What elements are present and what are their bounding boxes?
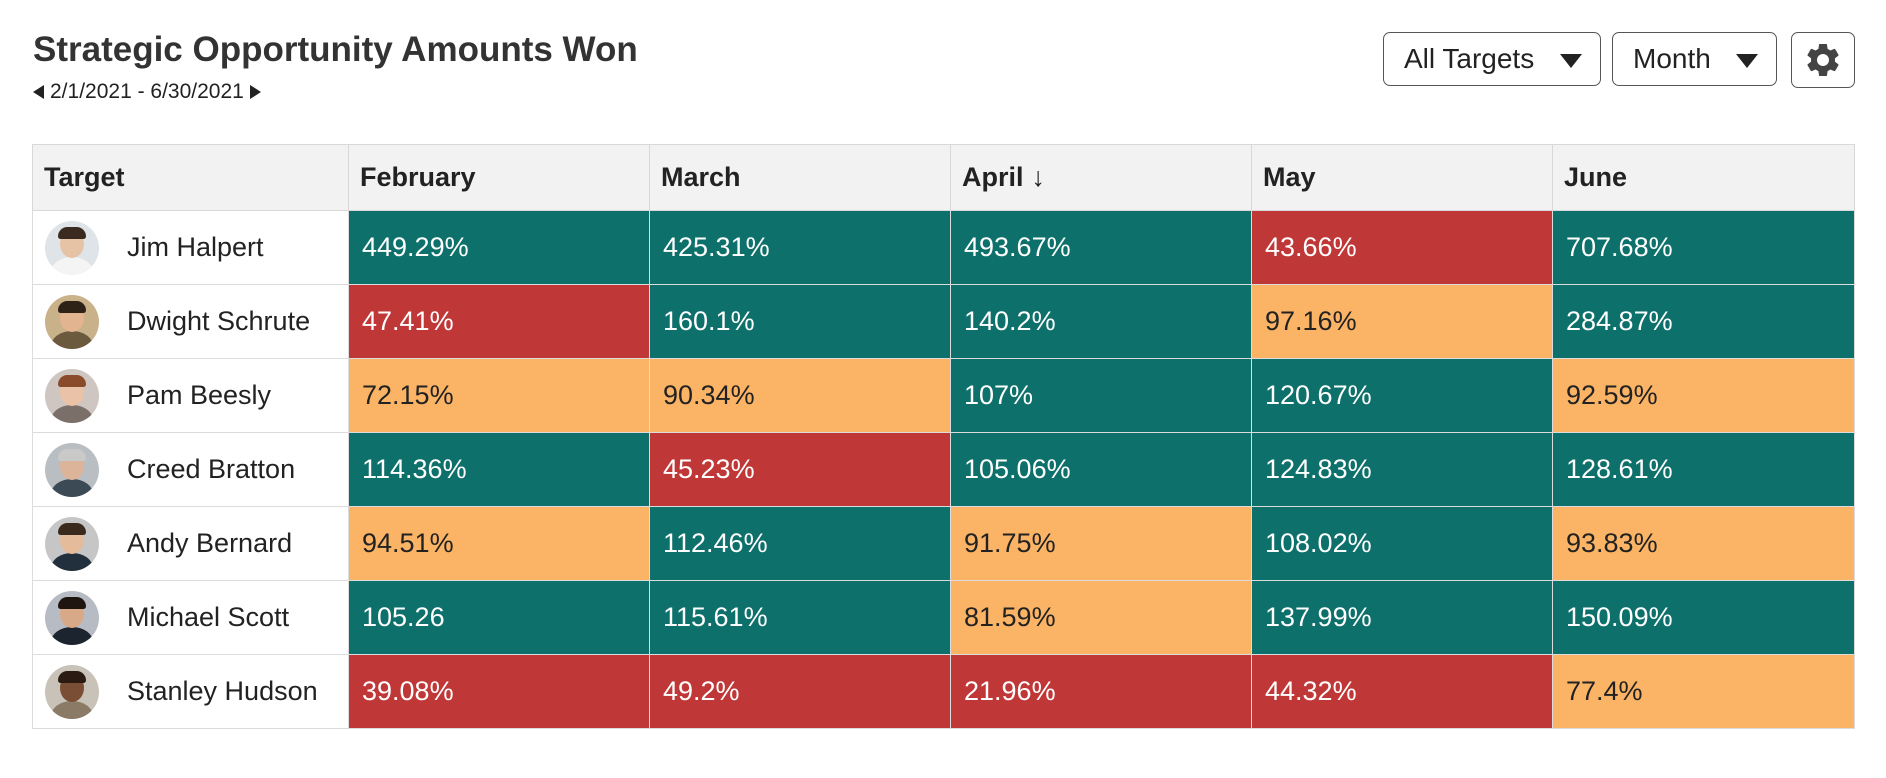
- value-cell[interactable]: 93.83%: [1552, 506, 1855, 581]
- value-cell[interactable]: 425.31%: [649, 210, 951, 285]
- table-row[interactable]: Pam Beesly 72.15% 90.34% 107% 120.67% 92.59%: [32, 358, 1855, 433]
- column-header-june[interactable]: June: [1552, 144, 1855, 211]
- target-name-cell[interactable]: Stanley Hudson: [32, 654, 349, 729]
- target-name-cell[interactable]: Dwight Schrute: [32, 284, 349, 359]
- targets-dropdown-label: All Targets: [1404, 43, 1535, 74]
- value-cell[interactable]: 39.08%: [348, 654, 650, 729]
- table-row[interactable]: Dwight Schrute 47.41% 160.1% 140.2% 97.16% 28…: [32, 284, 1855, 359]
- value-cell[interactable]: 493.67%: [950, 210, 1252, 285]
- value-cell[interactable]: 49.2%: [649, 654, 951, 729]
- value-cell[interactable]: 77.4%: [1552, 654, 1855, 729]
- target-name: Pam Beesly: [127, 380, 272, 410]
- target-name-cell[interactable]: Pam Beesly: [32, 358, 349, 433]
- settings-button[interactable]: [1791, 32, 1855, 88]
- column-header-february[interactable]: February: [348, 144, 650, 211]
- date-range-navigator: 2/1/2021 - 6/30/2021: [33, 77, 261, 107]
- value-cell[interactable]: 137.99%: [1251, 580, 1553, 655]
- value-cell[interactable]: 91.75%: [950, 506, 1252, 581]
- value-cell[interactable]: 94.51%: [348, 506, 650, 581]
- value-cell[interactable]: 140.2%: [950, 284, 1252, 359]
- target-name: Creed Bratton: [127, 454, 296, 484]
- gear-icon: [1807, 43, 1839, 76]
- avatar: [45, 590, 99, 645]
- column-header-may[interactable]: May: [1251, 144, 1553, 211]
- value-cell[interactable]: 114.36%: [348, 432, 650, 507]
- value-cell[interactable]: 112.46%: [649, 506, 951, 581]
- value-cell[interactable]: 92.59%: [1552, 358, 1855, 433]
- target-name: Dwight Schrute: [127, 306, 311, 336]
- targets-table: Target February March April ↓ May June Ji…: [32, 144, 1855, 729]
- value-cell[interactable]: 81.59%: [950, 580, 1252, 655]
- column-header-april[interactable]: April ↓: [950, 144, 1252, 211]
- target-name: Stanley Hudson: [127, 676, 318, 706]
- value-cell[interactable]: 284.87%: [1552, 284, 1855, 359]
- table-header-row: Target February March April ↓ May June: [32, 144, 1855, 211]
- value-cell[interactable]: 105.06%: [950, 432, 1252, 507]
- value-cell[interactable]: 160.1%: [649, 284, 951, 359]
- value-cell[interactable]: 43.66%: [1251, 210, 1553, 285]
- value-cell[interactable]: 108.02%: [1251, 506, 1553, 581]
- avatar: [45, 442, 99, 497]
- previous-period-arrow-icon[interactable]: [33, 85, 44, 99]
- column-header-march[interactable]: March: [649, 144, 951, 211]
- value-cell[interactable]: 105.26: [348, 580, 650, 655]
- table-row[interactable]: Michael Scott 105.26 115.61% 81.59% 137.99% 1…: [32, 580, 1855, 655]
- column-header-target[interactable]: Target: [32, 144, 349, 211]
- value-cell[interactable]: 90.34%: [649, 358, 951, 433]
- value-cell[interactable]: 128.61%: [1552, 432, 1855, 507]
- avatar: [45, 294, 99, 349]
- target-name: Michael Scott: [127, 602, 290, 632]
- value-cell[interactable]: 44.32%: [1251, 654, 1553, 729]
- value-cell[interactable]: 107%: [950, 358, 1252, 433]
- value-cell[interactable]: 150.09%: [1552, 580, 1855, 655]
- avatar: [45, 220, 99, 275]
- table-row[interactable]: Andy Bernard 94.51% 112.46% 91.75% 108.02% 93…: [32, 506, 1855, 581]
- value-cell[interactable]: 45.23%: [649, 432, 951, 507]
- caret-down-icon: [1736, 54, 1758, 68]
- value-cell[interactable]: 21.96%: [950, 654, 1252, 729]
- page-title: Strategic Opportunity Amounts Won: [33, 30, 638, 69]
- sort-descending-icon: ↓: [1031, 162, 1046, 192]
- target-name: Jim Halpert: [127, 232, 264, 262]
- avatar: [45, 664, 99, 719]
- target-name-cell[interactable]: Michael Scott: [32, 580, 349, 655]
- avatar: [45, 516, 99, 571]
- target-name-cell[interactable]: Jim Halpert: [32, 210, 349, 285]
- value-cell[interactable]: 449.29%: [348, 210, 650, 285]
- table-row[interactable]: Stanley Hudson 39.08% 49.2% 21.96% 44.32% 77.…: [32, 654, 1855, 729]
- value-cell[interactable]: 124.83%: [1251, 432, 1553, 507]
- value-cell[interactable]: 97.16%: [1251, 284, 1553, 359]
- next-period-arrow-icon[interactable]: [249, 85, 261, 99]
- avatar: [45, 368, 99, 423]
- value-cell[interactable]: 120.67%: [1251, 358, 1553, 433]
- date-range-label: 2/1/2021 - 6/30/2021: [50, 80, 244, 103]
- value-cell[interactable]: 115.61%: [649, 580, 951, 655]
- target-name-cell[interactable]: Andy Bernard: [32, 506, 349, 581]
- period-dropdown-label: Month: [1633, 43, 1711, 74]
- value-cell[interactable]: 707.68%: [1552, 210, 1855, 285]
- value-cell[interactable]: 47.41%: [348, 284, 650, 359]
- value-cell[interactable]: 72.15%: [348, 358, 650, 433]
- targets-dropdown[interactable]: All Targets: [1383, 32, 1601, 86]
- caret-down-icon: [1560, 54, 1582, 68]
- target-name-cell[interactable]: Creed Bratton: [32, 432, 349, 507]
- period-dropdown[interactable]: Month: [1612, 32, 1777, 86]
- table-row[interactable]: Jim Halpert 449.29% 425.31% 493.67% 43.66% 70…: [32, 210, 1855, 285]
- table-row[interactable]: Creed Bratton 114.36% 45.23% 105.06% 124.83%…: [32, 432, 1855, 507]
- target-name: Andy Bernard: [127, 528, 293, 558]
